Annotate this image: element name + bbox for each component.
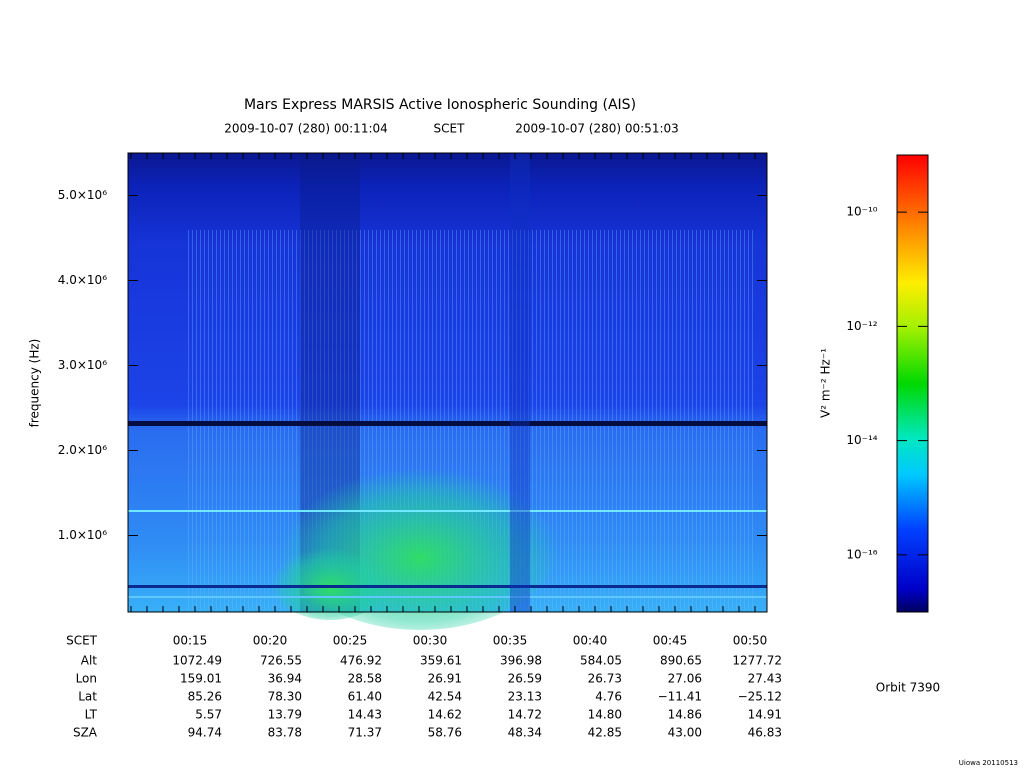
ephemeris-cell: 48.34 <box>508 726 542 740</box>
ephemeris-cell: 14.62 <box>428 708 462 722</box>
ephemeris-cell: 1072.49 <box>172 654 222 668</box>
ephemeris-cell: 890.65 <box>660 654 702 668</box>
spectrogram-image <box>128 153 767 630</box>
credit: Uiowa 20110513 <box>959 759 1018 767</box>
ephemeris-cell: 14.43 <box>348 708 382 722</box>
y-tick-label: 1.0×10⁶ <box>58 528 107 542</box>
ephemeris-cell: 42.54 <box>428 690 462 704</box>
ephemeris-cell: 83.78 <box>268 726 302 740</box>
y-axis-label: frequency (Hz) <box>28 339 42 428</box>
orbit-label: Orbit 7390 <box>876 681 940 695</box>
x-tick-label: 00:25 <box>333 634 368 648</box>
plot-frame <box>127 152 768 613</box>
colorbar-tick-label: 10⁻¹⁶ <box>846 547 877 561</box>
ephemeris-cell: 61.40 <box>348 690 382 704</box>
colorbar-tick-label: 10⁻¹² <box>846 319 877 333</box>
ephemeris-cell: 13.79 <box>268 708 302 722</box>
ephemeris-row-label: LT <box>85 708 98 722</box>
colorbar-tick-label: 10⁻¹⁰ <box>846 205 877 219</box>
x-tick-label: 00:45 <box>653 634 688 648</box>
y-tick-label: 3.0×10⁶ <box>58 358 107 372</box>
subtitle-end: 2009-10-07 (280) 00:51:03 <box>515 122 679 136</box>
ephemeris-cell: 23.13 <box>508 690 542 704</box>
ephemeris-cell: 28.58 <box>348 672 382 686</box>
ephemeris-cell: 14.86 <box>668 708 702 722</box>
x-tick-label: 00:35 <box>493 634 528 648</box>
ephemeris-cell: 85.26 <box>188 690 222 704</box>
ephemeris-header-label: SCET <box>66 634 98 648</box>
ephemeris-cell: 4.76 <box>595 690 622 704</box>
ephemeris-cell: 26.91 <box>428 672 462 686</box>
colorbar <box>896 154 929 613</box>
ephemeris-cell: 476.92 <box>340 654 382 668</box>
colorbar-label: V² m⁻² Hz⁻¹ <box>819 348 833 418</box>
ephemeris-row-label: Lon <box>76 672 97 686</box>
ephemeris-cell: 14.91 <box>748 708 782 722</box>
ephemeris-cell: 58.76 <box>428 726 462 740</box>
subtitle-timescale: SCET <box>434 122 466 136</box>
ephemeris-cell: 27.43 <box>748 672 782 686</box>
ephemeris-cell: 584.05 <box>580 654 622 668</box>
ephemeris-cell: 359.61 <box>420 654 462 668</box>
ephemeris-cell: 43.00 <box>668 726 702 740</box>
ephemeris-cell: 26.73 <box>588 672 622 686</box>
ephemeris-cell: 26.59 <box>508 672 542 686</box>
ephemeris-row-label: SZA <box>73 726 98 740</box>
ephemeris-cell: 94.74 <box>188 726 222 740</box>
x-tick-label: 00:20 <box>253 634 288 648</box>
ephemeris-cell: 726.55 <box>260 654 302 668</box>
ephemeris-row-label: Alt <box>81 654 98 668</box>
colorbar-tick-label: 10⁻¹⁴ <box>846 433 877 447</box>
ephemeris-cell: 27.06 <box>668 672 702 686</box>
subtitle-start: 2009-10-07 (280) 00:11:04 <box>224 122 388 136</box>
ephemeris-cell: 159.01 <box>180 672 222 686</box>
ephemeris-cell: 78.30 <box>268 690 302 704</box>
ephemeris-cell: 5.57 <box>195 708 222 722</box>
x-tick-label: 00:30 <box>413 634 448 648</box>
y-tick-label: 4.0×10⁶ <box>58 273 107 287</box>
ephemeris-cell: 46.83 <box>748 726 782 740</box>
ephemeris-cell: 71.37 <box>348 726 382 740</box>
ephemeris-cell: 14.80 <box>588 708 622 722</box>
ephemeris-cell: 1277.72 <box>732 654 782 668</box>
ephemeris-cell: 396.98 <box>500 654 542 668</box>
ephemeris-cell: 36.94 <box>268 672 302 686</box>
ephemeris-cell: −11.41 <box>658 690 702 704</box>
x-tick-label: 00:15 <box>173 634 208 648</box>
ephemeris-cell: 42.85 <box>588 726 622 740</box>
ephemeris-row-label: Lat <box>78 690 97 704</box>
ephemeris-cell: 14.72 <box>508 708 542 722</box>
ephemeris-cell: −25.12 <box>738 690 782 704</box>
chart-title: Mars Express MARSIS Active Ionospheric S… <box>244 97 636 113</box>
x-tick-label: 00:40 <box>573 634 608 648</box>
y-tick-label: 5.0×10⁶ <box>58 188 107 202</box>
x-tick-label: 00:50 <box>733 634 768 648</box>
y-tick-label: 2.0×10⁶ <box>58 443 107 457</box>
